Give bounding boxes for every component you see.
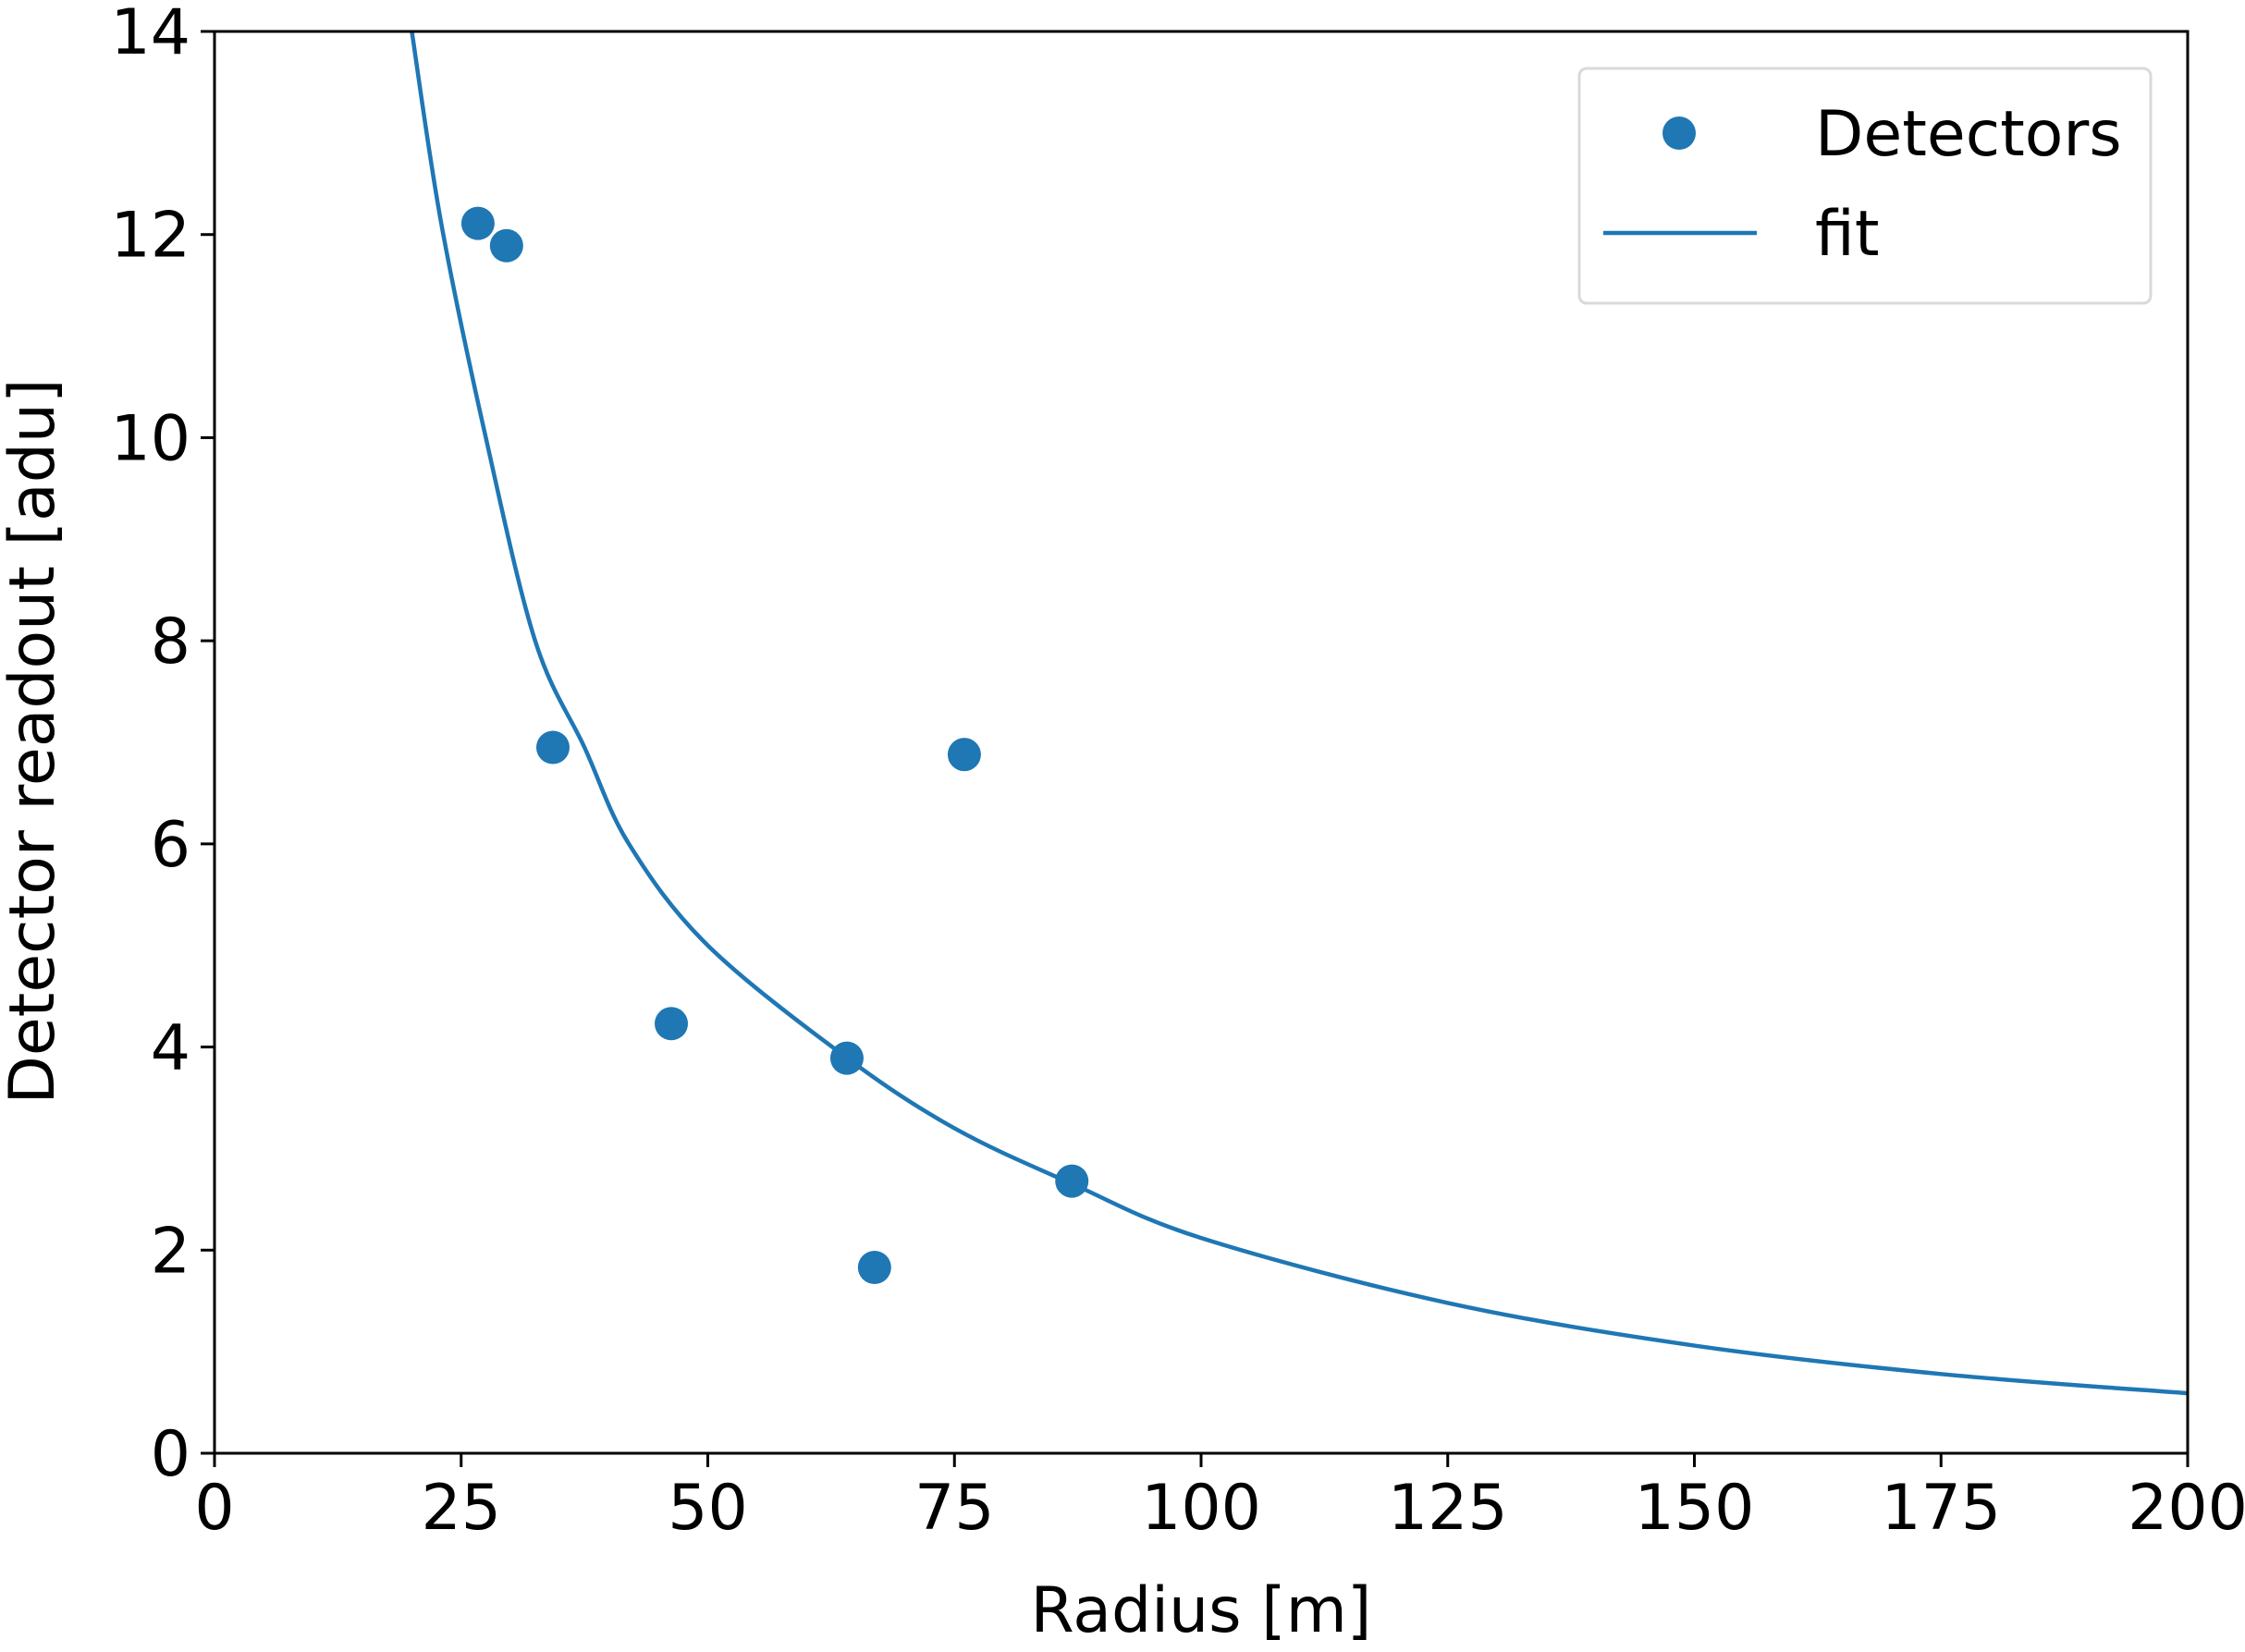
legend-label: fit (1815, 198, 1880, 271)
x-tick-label: 50 (668, 1472, 748, 1545)
point (857, 1250, 891, 1284)
y-tick-label: 2 (151, 1215, 190, 1288)
point (655, 1007, 689, 1041)
plot-frame (213, 30, 2190, 1455)
legend-box (1577, 67, 2153, 305)
x-tick-label: 25 (421, 1472, 501, 1545)
y-tick-label: 12 (110, 200, 190, 273)
y-tick-label: 4 (151, 1012, 190, 1085)
x-tick-label: 125 (1388, 1472, 1508, 1545)
y-tick-label: 8 (151, 606, 190, 679)
x-tick-label: 75 (914, 1472, 995, 1545)
y-tick-label: 0 (151, 1418, 190, 1491)
y-tick-label: 6 (151, 809, 190, 882)
x-tick-label: 175 (1881, 1472, 2001, 1545)
point (947, 738, 981, 772)
x-tick-label: 100 (1141, 1472, 1261, 1545)
x-tick-label: 200 (2128, 1472, 2245, 1545)
legend-label: Detectors (1815, 98, 2122, 171)
fit-line (410, 31, 2188, 1396)
x-axis-label: Radius [m] (1031, 1574, 1372, 1647)
legend-marker (1662, 116, 1696, 150)
x-tick-label: 0 (194, 1472, 234, 1545)
y-tick-label: 14 (110, 0, 190, 69)
point (489, 228, 523, 263)
point (1055, 1164, 1089, 1198)
point (460, 206, 495, 240)
y-tick-label: 10 (110, 402, 190, 475)
point (535, 730, 570, 765)
x-tick-label: 150 (1635, 1472, 1755, 1545)
y-axis-label: Detector readout [adu] (0, 378, 69, 1104)
